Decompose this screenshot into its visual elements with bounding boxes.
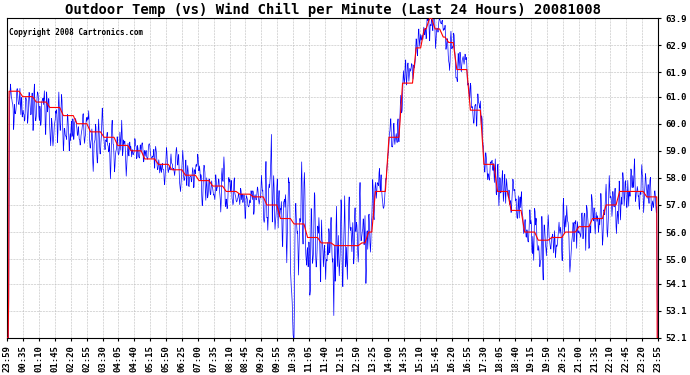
Title: Outdoor Temp (vs) Wind Chill per Minute (Last 24 Hours) 20081008: Outdoor Temp (vs) Wind Chill per Minute … xyxy=(65,3,601,17)
Text: Copyright 2008 Cartronics.com: Copyright 2008 Cartronics.com xyxy=(8,28,143,37)
